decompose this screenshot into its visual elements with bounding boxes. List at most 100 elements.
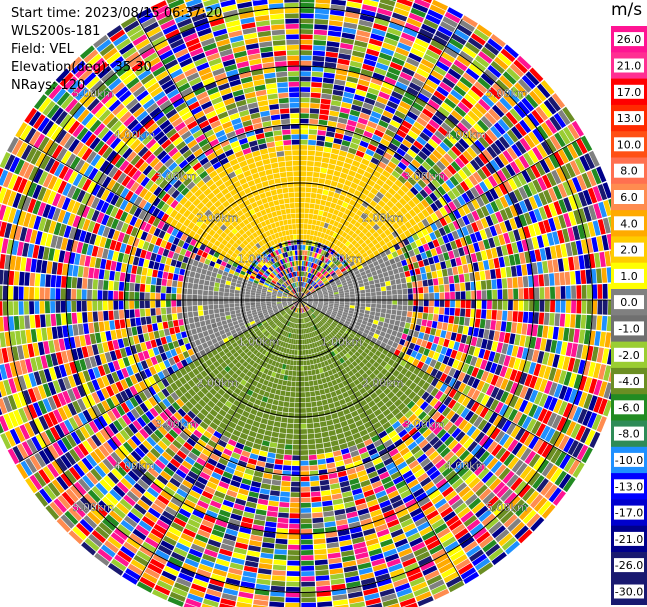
radar-cell bbox=[307, 294, 312, 297]
radar-cell bbox=[386, 391, 395, 400]
radar-cell bbox=[491, 310, 497, 320]
radar-cell bbox=[279, 502, 290, 508]
radar-cell bbox=[306, 166, 314, 172]
radar-cell bbox=[464, 93, 477, 106]
radar-cell bbox=[338, 415, 347, 423]
radar-cell bbox=[387, 209, 396, 217]
radar-cell bbox=[519, 386, 529, 399]
radar-cell bbox=[332, 321, 338, 326]
radar-cell bbox=[326, 235, 332, 241]
radar-cell bbox=[545, 119, 558, 134]
radar-cell bbox=[199, 453, 209, 462]
radar-cell bbox=[327, 277, 333, 282]
radar-cell bbox=[275, 312, 280, 316]
radar-cell bbox=[314, 19, 329, 25]
radar-cell bbox=[327, 397, 334, 404]
radar-cell bbox=[331, 493, 343, 500]
radar-cell bbox=[340, 172, 348, 180]
radar-cell bbox=[568, 388, 578, 404]
radar-cell bbox=[411, 196, 421, 205]
radar-cell bbox=[259, 557, 273, 565]
radar-cell bbox=[343, 565, 358, 573]
radar-cell bbox=[301, 287, 303, 292]
radar-cell bbox=[316, 453, 326, 460]
radar-cell bbox=[498, 234, 506, 246]
radar-cell bbox=[338, 249, 344, 255]
radar-cell bbox=[317, 304, 323, 308]
radar-cell bbox=[321, 309, 327, 313]
radar-cell bbox=[249, 384, 256, 392]
radar-cell bbox=[339, 300, 345, 303]
radar-cell bbox=[356, 407, 365, 415]
radar-cell bbox=[284, 326, 289, 331]
radar-cell bbox=[377, 495, 389, 504]
radar-cell bbox=[308, 219, 313, 225]
radar-cell bbox=[403, 328, 410, 335]
radar-cell bbox=[311, 71, 323, 78]
radar-cell bbox=[462, 264, 469, 274]
radar-cell bbox=[323, 301, 329, 303]
radar-cell bbox=[362, 102, 374, 111]
radar-cell bbox=[313, 538, 326, 545]
radar-cell bbox=[414, 324, 421, 332]
radar-cell bbox=[278, 316, 283, 321]
radar-cell bbox=[530, 164, 541, 179]
radar-cell bbox=[388, 174, 397, 183]
radar-cell bbox=[380, 360, 388, 368]
radar-cell bbox=[347, 516, 360, 524]
radar-cell bbox=[467, 441, 478, 453]
radar-cell bbox=[315, 368, 320, 375]
radar-cell bbox=[220, 543, 234, 552]
radar-cell bbox=[366, 425, 375, 434]
radar-cell bbox=[178, 537, 192, 548]
radar-cell bbox=[371, 208, 379, 216]
radar-cell bbox=[385, 553, 399, 563]
radar-cell bbox=[142, 455, 154, 467]
radar-cell bbox=[325, 329, 330, 335]
radar-cell bbox=[362, 391, 370, 399]
radar-cell bbox=[232, 332, 239, 338]
radar-cell bbox=[338, 194, 346, 201]
radar-cell bbox=[317, 306, 322, 310]
radar-cell bbox=[306, 292, 311, 296]
radar-cell bbox=[397, 484, 410, 494]
radar-cell bbox=[411, 541, 426, 552]
radar-cell bbox=[532, 475, 545, 490]
radar-cell bbox=[565, 300, 571, 313]
radar-cell bbox=[493, 330, 500, 342]
radar-cell bbox=[444, 11, 461, 24]
radar-cell bbox=[325, 531, 338, 538]
radar-cell bbox=[427, 407, 437, 418]
radar-cell bbox=[340, 327, 347, 333]
radar-cell bbox=[594, 331, 601, 346]
radar-cell bbox=[198, 563, 213, 573]
radar-cell bbox=[375, 426, 385, 434]
radar-cell bbox=[304, 318, 307, 323]
radar-cell bbox=[380, 47, 395, 56]
radar-cell bbox=[313, 297, 318, 299]
radar-cell bbox=[300, 255, 303, 261]
radar-cell bbox=[596, 416, 607, 433]
radar-cell bbox=[373, 368, 380, 376]
radar-cell bbox=[358, 361, 365, 368]
radar-cell bbox=[420, 58, 435, 69]
radar-cell bbox=[558, 199, 568, 214]
radar-cell bbox=[432, 35, 448, 47]
radar-cell bbox=[542, 260, 549, 274]
radar-cell bbox=[554, 451, 567, 467]
radar-cell bbox=[505, 321, 512, 333]
radar-cell bbox=[517, 101, 531, 115]
radar-cell bbox=[465, 130, 478, 143]
radar-cell bbox=[57, 495, 71, 510]
radar-cell bbox=[139, 546, 154, 558]
radar-cell bbox=[193, 394, 202, 403]
radar-cell bbox=[304, 282, 307, 288]
radar-cell bbox=[336, 240, 342, 247]
radar-cell bbox=[243, 565, 258, 573]
radar-cell bbox=[448, 388, 458, 399]
radar-cell bbox=[503, 453, 515, 467]
radar-cell bbox=[423, 54, 437, 65]
radar-cell bbox=[241, 327, 248, 333]
radar-cell bbox=[385, 313, 391, 319]
radar-cell bbox=[428, 286, 434, 293]
